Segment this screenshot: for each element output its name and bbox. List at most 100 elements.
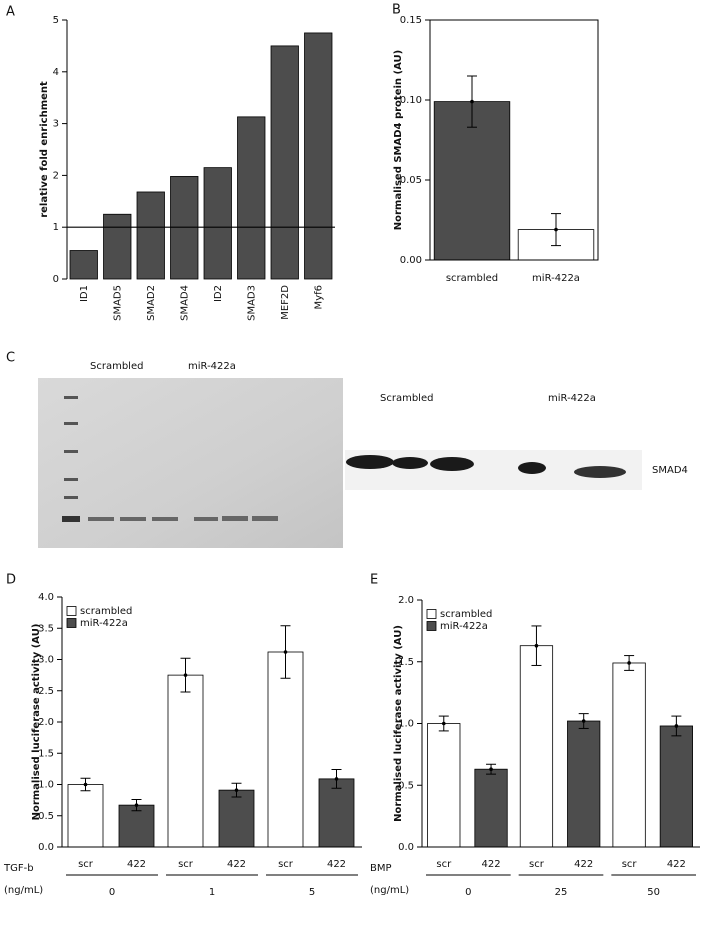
x-tick-label: SMAD3 bbox=[246, 285, 257, 321]
legend-label: scrambled bbox=[80, 606, 132, 617]
x-axis-label: TGF-b bbox=[3, 863, 34, 874]
panel-label: A bbox=[6, 5, 15, 20]
x-axis-label: BMP bbox=[370, 863, 392, 874]
y-tick-label: 5 bbox=[53, 15, 59, 26]
ladder bbox=[62, 396, 80, 522]
bar-label: scr bbox=[622, 859, 638, 870]
y-tick-label: 0.00 bbox=[400, 255, 422, 266]
lane-label: miR-422a bbox=[548, 393, 596, 404]
bar-label: scr bbox=[278, 859, 294, 870]
x-tick-label: Myf6 bbox=[313, 285, 324, 309]
y-tick-label: 1.0 bbox=[38, 780, 54, 791]
bar bbox=[567, 720, 601, 848]
y-tick-label: 3 bbox=[53, 119, 59, 130]
bar bbox=[304, 32, 333, 280]
y-tick-label: 0 bbox=[53, 274, 59, 285]
y-tick-label: 0.5 bbox=[38, 811, 54, 822]
membrane bbox=[38, 378, 343, 548]
group-label: 50 bbox=[647, 887, 660, 898]
mean-dot bbox=[554, 227, 558, 232]
y-tick-label: 0.0 bbox=[38, 842, 54, 853]
y-tick-label: 3.0 bbox=[38, 655, 54, 666]
mean-dot bbox=[283, 650, 288, 654]
y-tick-label: 1.5 bbox=[398, 657, 414, 668]
bar-label: scr bbox=[78, 859, 94, 870]
legend-swatch bbox=[426, 609, 437, 619]
bar bbox=[67, 784, 104, 848]
x-axis-unit: (ng/mL) bbox=[4, 885, 43, 896]
bar bbox=[612, 662, 646, 848]
x-tick-label: miR-422a bbox=[532, 273, 580, 284]
panel-label: B bbox=[392, 3, 401, 18]
bar-label: scr bbox=[436, 859, 452, 870]
panel-label: E bbox=[370, 573, 378, 588]
legend-label: scrambled bbox=[440, 609, 492, 620]
bar-label: 422 bbox=[667, 859, 686, 870]
bar-label: 422 bbox=[227, 859, 246, 870]
y-tick-label: 1.5 bbox=[38, 748, 54, 759]
mean-dot bbox=[489, 767, 493, 771]
bar bbox=[267, 651, 304, 848]
bar bbox=[519, 645, 554, 848]
mean-dot bbox=[134, 803, 139, 807]
bar-label: scr bbox=[529, 859, 545, 870]
group-label: 0 bbox=[465, 887, 471, 898]
y-tick-label: 4.0 bbox=[38, 592, 54, 603]
bar bbox=[659, 725, 693, 848]
bar bbox=[433, 101, 511, 261]
bands bbox=[346, 455, 626, 478]
panel-label: D bbox=[6, 573, 16, 588]
legend-swatch bbox=[66, 606, 77, 616]
group-label: 5 bbox=[309, 887, 315, 898]
mean-dot bbox=[83, 782, 88, 787]
bar-label: 422 bbox=[574, 859, 593, 870]
bar bbox=[270, 45, 299, 280]
y-tick-label: 3.5 bbox=[38, 623, 54, 634]
y-tick-label: 4 bbox=[53, 67, 59, 78]
bar bbox=[118, 804, 155, 848]
lane-label: miR-422a bbox=[188, 361, 236, 372]
x-tick-label: SMAD2 bbox=[146, 285, 157, 321]
bar-label: scr bbox=[178, 859, 194, 870]
y-tick-label: 1 bbox=[53, 222, 59, 233]
bar bbox=[237, 116, 266, 280]
legend-label: miR-422a bbox=[440, 621, 488, 632]
bar bbox=[69, 250, 98, 280]
y-tick-label: 0.5 bbox=[398, 780, 414, 791]
bar bbox=[427, 723, 461, 848]
bar-label: 422 bbox=[127, 859, 146, 870]
mean-dot bbox=[581, 719, 586, 723]
y-tick-label: 2.0 bbox=[38, 717, 54, 728]
frame bbox=[429, 19, 599, 261]
x-tick-label: ID2 bbox=[213, 285, 224, 302]
y-tick-label: 2 bbox=[53, 170, 59, 181]
mean-dot bbox=[334, 777, 339, 781]
y-axis-label: Normalised SMAD4 protein (AU) bbox=[393, 50, 404, 230]
x-axis-unit: (ng/mL) bbox=[370, 885, 409, 896]
mean-dot bbox=[183, 673, 188, 677]
y-tick-label: 2.0 bbox=[398, 595, 414, 606]
y-tick-label: 0.10 bbox=[400, 95, 422, 106]
lane-label: Scrambled bbox=[380, 393, 433, 404]
group-label: 25 bbox=[555, 887, 568, 898]
panel-label: C bbox=[6, 351, 15, 366]
legend-swatch bbox=[426, 621, 437, 631]
band-label: SMAD4 bbox=[652, 465, 688, 476]
y-tick-label: 1.0 bbox=[398, 719, 414, 730]
group-label: 1 bbox=[209, 887, 215, 898]
x-tick-label: SMAD5 bbox=[112, 285, 123, 321]
bar-label: 422 bbox=[481, 859, 500, 870]
x-tick-label: SMAD4 bbox=[179, 285, 190, 321]
mean-dot bbox=[534, 643, 539, 648]
y-tick-label: 0.0 bbox=[398, 842, 414, 853]
mean-dot bbox=[627, 661, 631, 665]
bar bbox=[218, 789, 255, 848]
bar bbox=[136, 191, 165, 280]
x-tick-label: MEF2D bbox=[280, 285, 291, 320]
bar bbox=[318, 778, 355, 848]
y-tick-label: 2.5 bbox=[38, 686, 54, 697]
bar bbox=[203, 167, 232, 280]
bar bbox=[474, 768, 508, 848]
blot-panel: C Scrambled miR-422a Scrambled miR-422a … bbox=[6, 351, 688, 548]
